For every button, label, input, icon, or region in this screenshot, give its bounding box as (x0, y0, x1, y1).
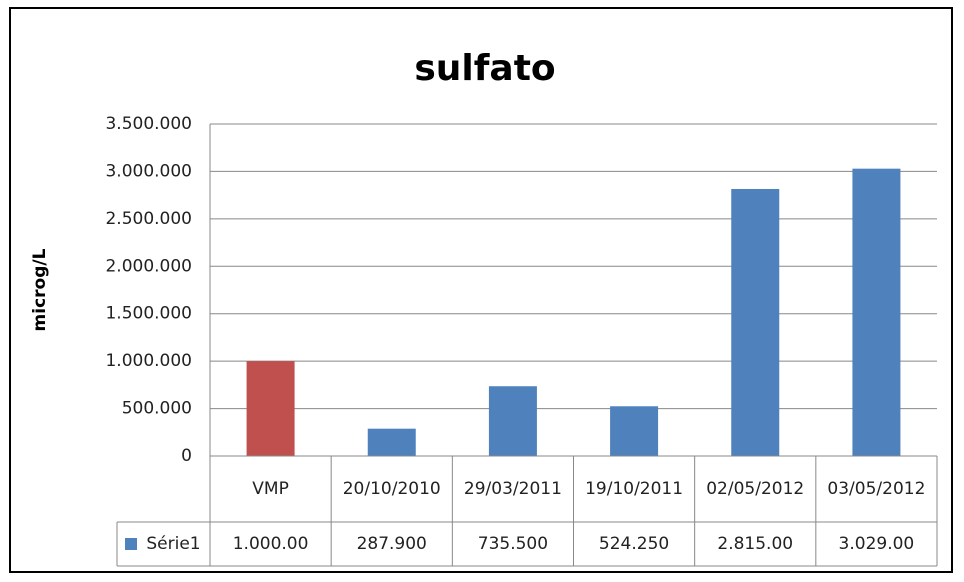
chart-title: sulfato (414, 48, 555, 89)
y-tick-label: 0 (181, 446, 192, 466)
data-table-value: 524.250 (598, 534, 670, 554)
y-tick-label: 2.500.000 (105, 209, 192, 229)
data-table-value: 3.029.00 (838, 534, 915, 554)
y-axis-label: microg/L (30, 248, 50, 331)
y-tick-label: 3.500.000 (105, 114, 192, 134)
chart-frame (9, 7, 953, 573)
bar (488, 386, 537, 456)
y-tick-label: 2.000.000 (105, 256, 192, 276)
bar (852, 168, 901, 456)
data-table-value: 1.000.00 (232, 534, 309, 554)
x-tick-label: 02/05/2012 (706, 479, 805, 499)
y-tick-label: 500.000 (122, 399, 192, 419)
legend-swatch (125, 538, 137, 550)
bar (610, 406, 659, 456)
data-table-value: 287.900 (356, 534, 427, 554)
x-tick-label: 03/05/2012 (827, 479, 926, 499)
x-tick-label: 20/10/2010 (342, 479, 441, 499)
x-tick-label: 29/03/2011 (463, 479, 562, 499)
data-table-value: 2.815.00 (717, 534, 794, 554)
bar (246, 361, 295, 456)
y-tick-label: 1.000.000 (105, 351, 192, 371)
y-tick-label: 3.000.000 (105, 161, 192, 181)
bar (731, 188, 780, 456)
bar (367, 428, 416, 456)
data-table-value: 735.500 (477, 534, 549, 554)
legend-label: Série1 (146, 534, 201, 554)
x-tick-label: 19/10/2011 (585, 479, 684, 499)
x-tick-label: VMP (252, 479, 289, 499)
y-tick-label: 1.500.000 (105, 304, 192, 324)
